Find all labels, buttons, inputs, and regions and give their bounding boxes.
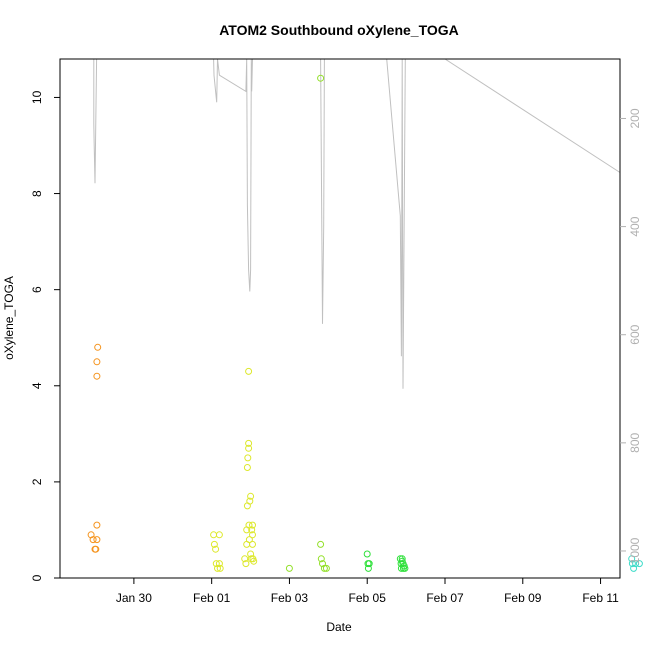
right-tick-label: 800 [628,432,642,452]
data-point [319,560,326,568]
data-point [243,464,251,471]
data-point [250,557,258,565]
plot-frame [59,58,621,579]
data-point [92,545,100,553]
x-axis-label: Date [326,620,352,634]
data-point [363,550,371,558]
data-point [241,555,249,563]
y-tick-label: 6 [30,286,44,293]
y-axis-label: oXylene_TOGA [2,276,16,360]
data-point [285,564,293,572]
data-point [244,454,252,462]
x-tick-label: Feb 03 [271,591,309,605]
y-axis: 0 2 4 6 8 10 [30,90,60,581]
x-tick-label: Feb 07 [426,591,464,605]
data-point [245,367,253,375]
data-point [245,444,253,452]
right-tick-label: 200 [628,108,642,128]
x-tick-label: Jan 30 [116,591,152,605]
x-tick-label: Feb 05 [349,591,387,605]
data-point [93,536,101,544]
data-point [317,540,325,548]
data-point [212,545,220,553]
data-point [364,564,372,572]
right-axis: 200 400 600 800 1000 [620,108,642,564]
data-point [320,564,328,572]
data-point [249,521,256,529]
data-point [249,540,256,548]
data-point [322,564,330,572]
right-tick-label: 1000 [628,537,642,564]
right-tick-label: 600 [628,324,642,344]
data-point [93,521,101,529]
data-point [317,74,325,82]
points-layer [87,74,643,572]
data-point [245,439,253,447]
data-point [210,540,218,548]
data-point [214,564,221,572]
data-point [365,560,373,568]
data-point [401,564,409,572]
y-tick-label: 8 [30,190,44,197]
data-point [210,531,218,539]
data-point [398,555,406,563]
x-tick-label: Feb 01 [193,591,231,605]
data-point [628,560,636,568]
data-point [215,531,223,539]
data-point [632,560,640,568]
data-point [245,536,253,544]
data-point [242,560,250,568]
profile-line [93,58,621,389]
data-point [628,555,636,563]
y-tick-label: 0 [30,574,44,581]
data-point [246,497,254,505]
x-tick-label: Feb 09 [504,591,542,605]
data-point [635,560,643,568]
y-tick-label: 10 [30,90,44,104]
data-point [215,560,223,568]
data-point [93,372,101,380]
data-point [247,492,255,500]
y-tick-label: 4 [30,382,44,389]
data-point [317,555,325,563]
data-point [94,343,102,351]
right-tick-label: 400 [628,216,642,236]
data-point [212,560,220,568]
profile-line-layer [93,58,621,389]
data-point [89,536,97,544]
data-point [249,531,256,539]
y-tick-label: 2 [30,478,44,485]
x-axis: Jan 30 Feb 01 Feb 03 Feb 05 Feb 07 Feb 09 Feb … [116,578,619,605]
chart-title: ATOM2 Southbound oXylene_TOGA [219,22,459,38]
data-point [93,358,101,366]
x-tick-label: Feb 11 [582,591,619,605]
data-point [248,526,256,534]
data-point [216,564,224,572]
